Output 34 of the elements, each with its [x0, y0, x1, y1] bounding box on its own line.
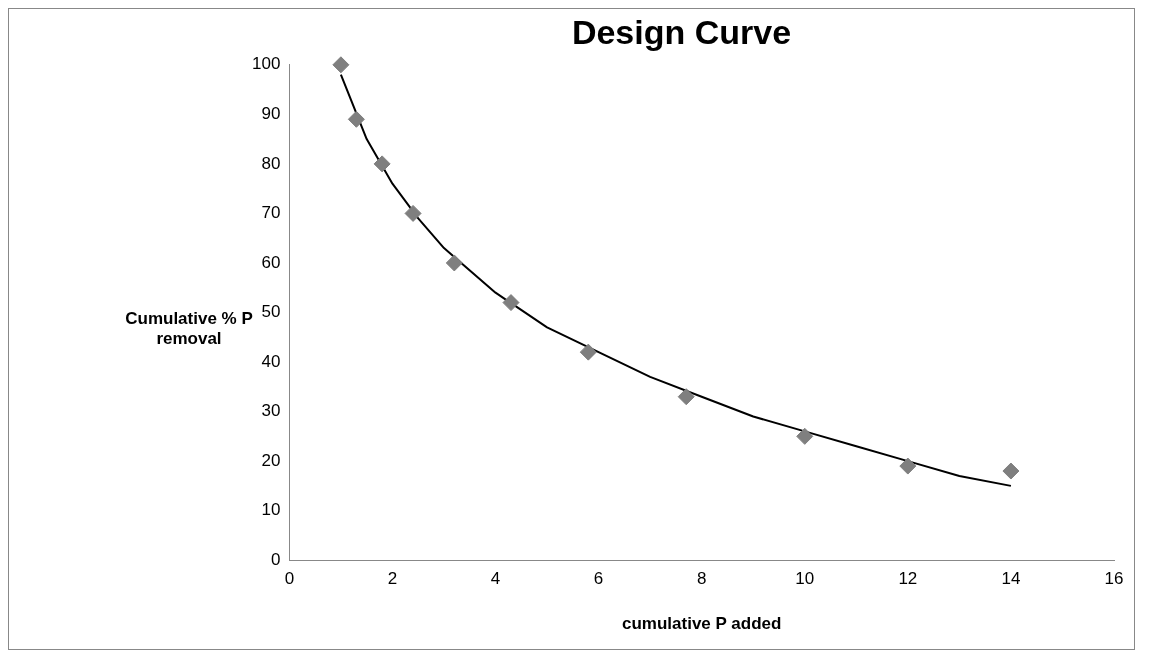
point: [347, 110, 365, 128]
x-tick-label: 2: [387, 569, 398, 589]
point: [332, 56, 350, 74]
y-tick-label: 20: [261, 450, 281, 470]
x-tick-label: 10: [795, 569, 815, 589]
x-axis-title: cumulative P added: [622, 614, 782, 634]
y-tick-label: 90: [261, 104, 281, 124]
y-tick-label: 0: [270, 549, 281, 569]
point: [579, 343, 597, 361]
point: [1002, 462, 1020, 480]
x-tick-label: 4: [490, 569, 501, 589]
y-tick-label: 80: [261, 153, 281, 173]
y-tick-label: 50: [261, 302, 281, 322]
y-tick-label: 40: [261, 351, 281, 371]
point: [445, 254, 463, 272]
y-tick-label: 30: [261, 401, 281, 421]
point: [404, 204, 422, 222]
point: [796, 427, 814, 445]
point: [373, 155, 391, 173]
y-tick-label: 10: [261, 500, 281, 520]
point: [899, 457, 917, 475]
y-tick-label: 100: [251, 54, 281, 74]
x-tick-label: 12: [898, 569, 918, 589]
point: [677, 388, 695, 406]
x-tick-label: 14: [1001, 569, 1021, 589]
x-tick-label: 0: [284, 569, 295, 589]
x-tick-label: 8: [696, 569, 707, 589]
y-tick-label: 60: [261, 252, 281, 272]
x-tick-label: 6: [593, 569, 604, 589]
point: [502, 294, 520, 312]
y-axis-title: Cumulative % P removal: [125, 309, 253, 348]
y-tick-label: 70: [261, 203, 281, 223]
x-tick-label: 16: [1104, 569, 1124, 589]
chart-title: Design Curve: [571, 12, 792, 51]
